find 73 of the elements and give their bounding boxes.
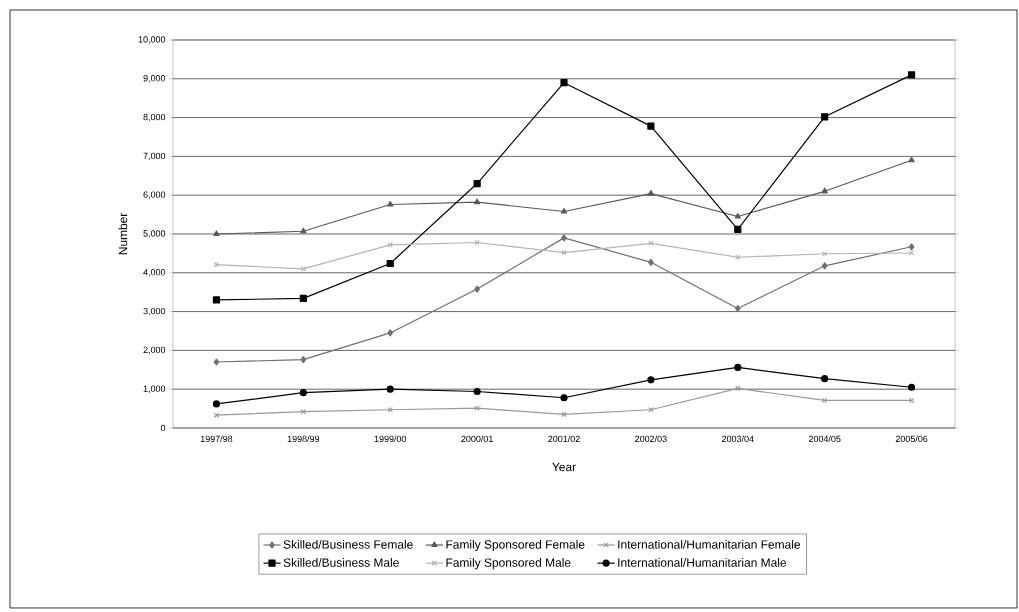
point bbox=[821, 113, 829, 121]
y-tick-label: 3,000 bbox=[143, 307, 166, 316]
y-tick-label: 4,000 bbox=[143, 269, 166, 277]
y-tick-label: 5,000 bbox=[143, 230, 166, 238]
legend-label: International/Humanitarian Female bbox=[618, 539, 800, 549]
point bbox=[735, 385, 741, 392]
x-tick-label: 1999/00 bbox=[374, 435, 407, 443]
point bbox=[907, 383, 916, 391]
point bbox=[300, 227, 307, 234]
legend-label: International/Humanitarian Male bbox=[618, 558, 787, 567]
legend-label: Family Sponsored Male bbox=[446, 558, 571, 570]
x-tick-label: 2000/01 bbox=[461, 435, 493, 443]
point bbox=[821, 251, 828, 257]
x-tick-label: 1998/99 bbox=[287, 435, 320, 443]
x-tick-label: 2004/05 bbox=[808, 435, 841, 443]
point bbox=[560, 79, 568, 87]
point bbox=[474, 405, 480, 411]
x-tick-label: 2005/06 bbox=[895, 435, 928, 443]
x-tick-label: 2001/02 bbox=[548, 435, 580, 443]
point bbox=[561, 249, 567, 256]
point bbox=[907, 71, 916, 79]
point bbox=[648, 240, 654, 247]
y-tick-label: 9,000 bbox=[143, 75, 166, 83]
point bbox=[561, 234, 567, 242]
point bbox=[908, 243, 915, 251]
point bbox=[821, 262, 828, 270]
point bbox=[473, 198, 481, 205]
y-tick-label: 1,000 bbox=[143, 385, 166, 393]
y-axis-title: Number bbox=[118, 212, 128, 255]
point bbox=[386, 385, 394, 393]
x-axis-title: Year bbox=[552, 462, 576, 472]
point bbox=[821, 397, 828, 404]
y-tick-label: 2,000 bbox=[143, 346, 166, 355]
point bbox=[300, 266, 307, 272]
point bbox=[212, 296, 221, 304]
legend-label: Skilled/Business Male bbox=[283, 558, 399, 567]
point bbox=[299, 389, 307, 397]
point bbox=[387, 200, 394, 207]
point bbox=[734, 363, 742, 372]
point bbox=[648, 407, 654, 413]
legend-label: Skilled/Business Female bbox=[283, 539, 413, 549]
point bbox=[212, 400, 221, 408]
point bbox=[647, 376, 655, 384]
point bbox=[387, 329, 394, 337]
point bbox=[647, 122, 655, 130]
legend-label: Family Sponsored Female bbox=[446, 539, 585, 552]
point bbox=[299, 294, 307, 302]
point bbox=[821, 375, 829, 383]
point bbox=[734, 212, 741, 219]
x-tick-label: 2002/03 bbox=[635, 435, 667, 443]
point bbox=[213, 230, 220, 237]
point bbox=[474, 285, 480, 293]
point bbox=[560, 394, 568, 402]
point bbox=[474, 239, 480, 246]
point bbox=[300, 356, 307, 364]
x-tick-label: 1997/98 bbox=[200, 435, 233, 443]
point bbox=[473, 179, 481, 188]
y-tick-label: 0 bbox=[160, 424, 166, 432]
point bbox=[648, 258, 654, 266]
x-tick-label: 2003/04 bbox=[722, 435, 754, 443]
point bbox=[386, 259, 394, 268]
point bbox=[561, 411, 567, 418]
point bbox=[473, 387, 481, 396]
point bbox=[647, 190, 655, 196]
point bbox=[560, 207, 568, 214]
y-tick-label: 7,000 bbox=[143, 152, 166, 161]
point bbox=[821, 187, 828, 194]
y-tick-label: 8,000 bbox=[143, 113, 166, 122]
point bbox=[213, 358, 220, 366]
y-tick-label: 10,000 bbox=[138, 36, 166, 44]
y-tick-label: 6,000 bbox=[143, 191, 166, 199]
point bbox=[734, 225, 742, 233]
point bbox=[908, 156, 915, 163]
